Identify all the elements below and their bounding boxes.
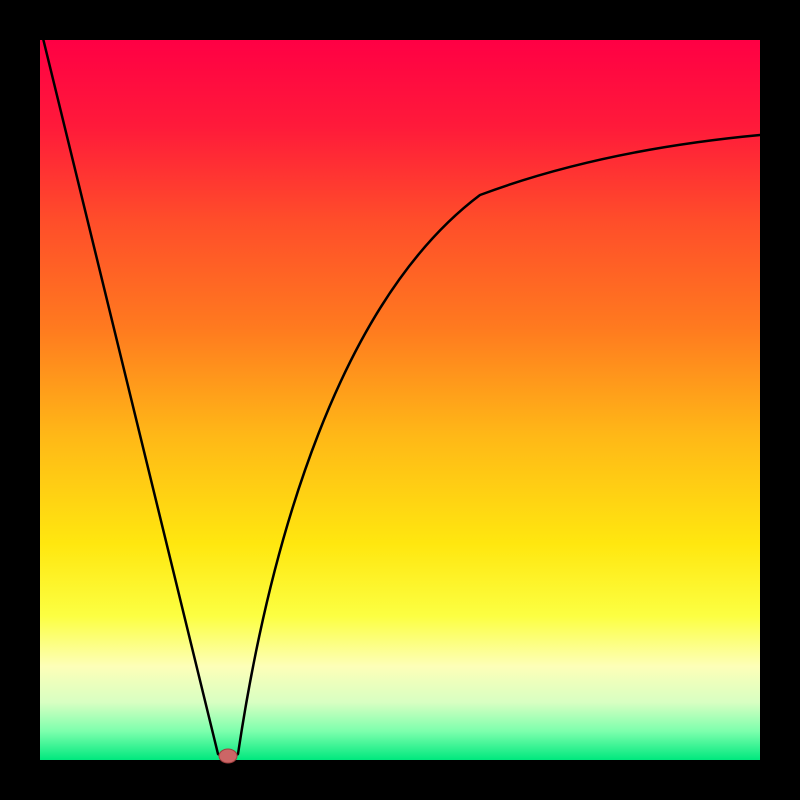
bottleneck-curve [40,26,760,757]
chart-svg [0,0,800,800]
plot-frame [40,40,760,760]
optimal-marker [219,749,237,763]
watermark-text: TheBottleneck.com [561,8,782,36]
chart-root: TheBottleneck.com [0,0,800,800]
